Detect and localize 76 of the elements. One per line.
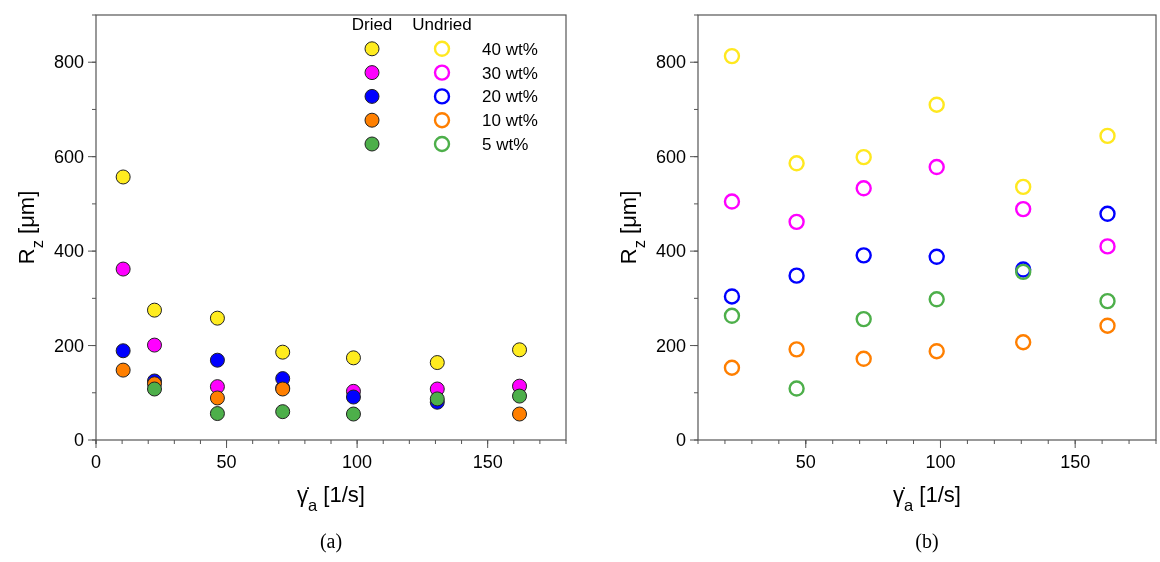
point <box>723 288 741 305</box>
x-tick-label: 100 <box>925 452 956 472</box>
point <box>209 406 225 422</box>
legend-label: 40 wt% <box>482 39 538 59</box>
y-tick-label: 200 <box>655 335 686 356</box>
x-axis-title: γ̇$_{a}$ [1/s] <box>297 482 365 514</box>
legend-label: 5 wt% <box>482 135 529 154</box>
point <box>209 390 225 406</box>
x-tick-label: 0 <box>90 452 102 472</box>
point <box>209 310 225 326</box>
text: (a) <box>319 530 343 553</box>
point <box>723 193 741 210</box>
point <box>115 362 131 378</box>
point <box>1014 178 1032 196</box>
y-tick-label: 400 <box>655 241 686 262</box>
point <box>146 302 162 318</box>
point <box>146 337 162 353</box>
point <box>723 359 741 376</box>
point <box>855 350 872 367</box>
x-axis-title: γ̇$_{a}$ [1/s] <box>893 482 961 514</box>
point <box>928 248 945 265</box>
point <box>275 344 291 360</box>
y-tick-label: 0 <box>73 430 84 450</box>
point <box>1099 292 1116 310</box>
legend-title: Dried <box>351 15 393 34</box>
x-tick-label: 150 <box>472 452 503 472</box>
point <box>512 342 528 358</box>
point <box>429 355 445 371</box>
point <box>855 180 872 197</box>
point <box>928 158 945 176</box>
x-tick-label: 50 <box>795 452 816 472</box>
point <box>1099 205 1116 223</box>
point <box>115 261 131 277</box>
point <box>928 343 945 360</box>
point <box>928 291 945 308</box>
point <box>345 350 361 366</box>
point <box>1099 317 1116 334</box>
point <box>345 406 361 422</box>
point <box>115 343 131 359</box>
point <box>788 267 805 284</box>
legend-label: 30 wt% <box>482 63 538 83</box>
point <box>788 213 805 231</box>
y-tick-label: 400 <box>53 241 84 262</box>
point <box>146 381 162 397</box>
point <box>275 404 291 420</box>
y-tick-label: 0 <box>675 430 686 450</box>
y-tick-label: 200 <box>53 335 84 356</box>
point <box>788 155 805 172</box>
point <box>928 96 945 113</box>
text: Undried <box>412 15 472 34</box>
point <box>1014 200 1032 218</box>
y-tick-label: 800 <box>655 52 686 73</box>
point <box>855 247 872 264</box>
legend-label: 10 wt% <box>482 111 538 131</box>
point <box>115 169 131 185</box>
point <box>788 380 805 397</box>
point <box>1099 238 1116 255</box>
point <box>788 341 805 358</box>
point <box>512 388 528 404</box>
point <box>512 406 528 422</box>
x-tick-label: 50 <box>216 452 237 472</box>
point <box>1014 334 1032 351</box>
x-tick-label: 150 <box>1060 452 1091 472</box>
point <box>855 148 872 166</box>
y-tick-label: 600 <box>655 146 686 167</box>
x-tick-label: 100 <box>342 452 373 472</box>
y-tick-label: 600 <box>53 146 84 167</box>
point <box>209 352 225 368</box>
point <box>723 307 741 325</box>
point <box>855 310 872 328</box>
point <box>723 47 741 65</box>
y-tick-label: 800 <box>53 52 84 73</box>
point <box>345 389 361 405</box>
point <box>1099 127 1116 145</box>
legend-label: 20 wt% <box>482 87 538 107</box>
text: (b) <box>915 530 939 553</box>
